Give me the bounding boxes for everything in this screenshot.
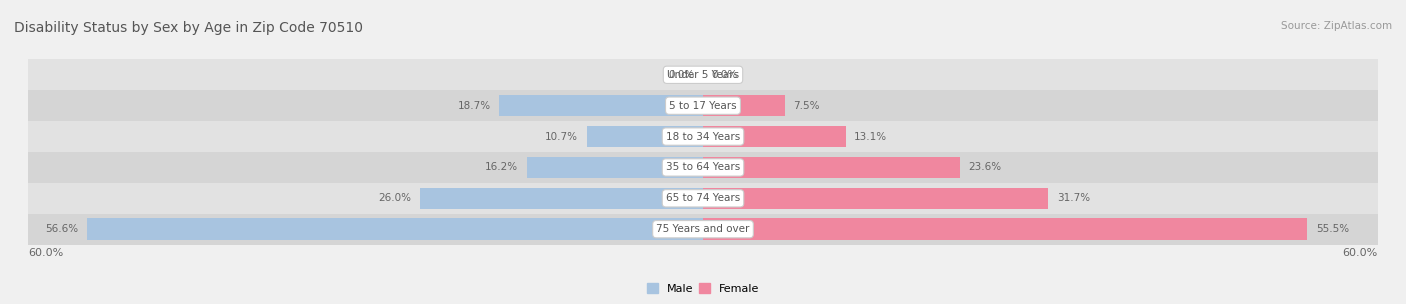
Text: 7.5%: 7.5%	[793, 101, 820, 111]
Bar	[28, 59, 1378, 90]
Text: 0.0%: 0.0%	[668, 70, 695, 80]
Bar	[586, 126, 703, 147]
Bar	[527, 157, 703, 178]
Bar	[499, 95, 703, 116]
Text: 65 to 74 Years: 65 to 74 Years	[666, 193, 740, 203]
Bar	[28, 121, 1378, 152]
Text: 13.1%: 13.1%	[855, 132, 887, 142]
Bar	[420, 188, 703, 209]
Text: 23.6%: 23.6%	[969, 162, 1001, 172]
Text: 35 to 64 Years: 35 to 64 Years	[666, 162, 740, 172]
Bar	[703, 95, 785, 116]
Bar	[703, 218, 1308, 240]
Text: Disability Status by Sex by Age in Zip Code 70510: Disability Status by Sex by Age in Zip C…	[14, 21, 363, 35]
Text: 5 to 17 Years: 5 to 17 Years	[669, 101, 737, 111]
Bar	[28, 90, 1378, 121]
Text: 55.5%: 55.5%	[1316, 224, 1348, 234]
Bar	[703, 188, 1047, 209]
Text: 60.0%: 60.0%	[28, 248, 63, 258]
Bar	[87, 218, 703, 240]
Bar	[28, 183, 1378, 214]
Text: Under 5 Years: Under 5 Years	[666, 70, 740, 80]
Text: 56.6%: 56.6%	[45, 224, 79, 234]
Text: Source: ZipAtlas.com: Source: ZipAtlas.com	[1281, 21, 1392, 31]
Bar	[703, 157, 960, 178]
Text: 31.7%: 31.7%	[1057, 193, 1090, 203]
Text: 18 to 34 Years: 18 to 34 Years	[666, 132, 740, 142]
Bar	[28, 214, 1378, 245]
Text: 26.0%: 26.0%	[378, 193, 412, 203]
Text: 0.0%: 0.0%	[711, 70, 738, 80]
Text: 16.2%: 16.2%	[485, 162, 517, 172]
Text: 18.7%: 18.7%	[457, 101, 491, 111]
Legend: Male, Female: Male, Female	[643, 279, 763, 298]
Text: 60.0%: 60.0%	[1343, 248, 1378, 258]
Bar	[703, 126, 845, 147]
Bar	[28, 152, 1378, 183]
Text: 10.7%: 10.7%	[544, 132, 578, 142]
Text: 75 Years and over: 75 Years and over	[657, 224, 749, 234]
